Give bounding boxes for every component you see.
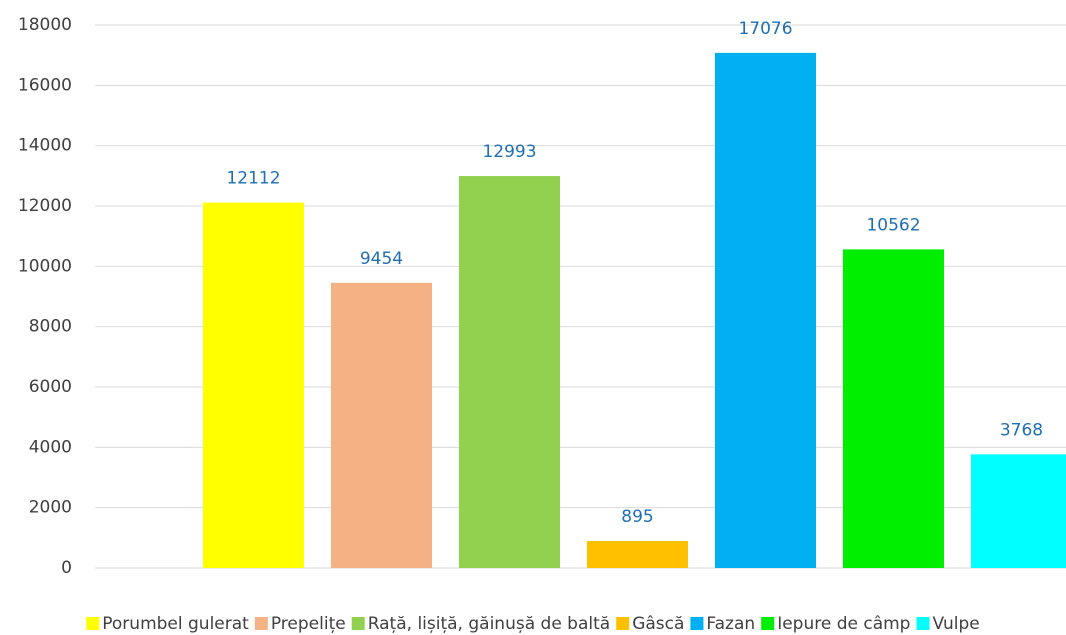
- legend-swatch: [916, 617, 930, 630]
- bar: [715, 52, 816, 568]
- y-tick-label: 16000: [18, 75, 72, 95]
- legend-label: Porumbel gulerat: [102, 614, 249, 634]
- bar: [203, 202, 304, 568]
- legend-label: Gâscă: [632, 614, 684, 634]
- legend-swatch: [690, 617, 704, 630]
- legend-label: Fazan: [706, 614, 755, 634]
- y-tick-label: 12000: [18, 196, 72, 216]
- bar: [331, 282, 432, 568]
- y-tick-label: 4000: [29, 437, 72, 457]
- y-tick-label: 18000: [18, 15, 72, 35]
- y-tick-label: 6000: [29, 377, 72, 397]
- legend-label: Vulpe: [932, 614, 979, 634]
- y-tick-label: 2000: [29, 498, 72, 518]
- data-label: 12112: [226, 169, 280, 189]
- y-tick-label: 8000: [29, 317, 72, 337]
- legend-label: Prepelițe: [271, 614, 346, 634]
- legend-swatch: [616, 617, 630, 630]
- legend-label: Iepure de câmp: [777, 614, 910, 634]
- data-label: 9454: [360, 249, 403, 269]
- bar: [971, 454, 1066, 568]
- y-tick-label: 10000: [18, 256, 72, 276]
- bar: [587, 541, 688, 568]
- legend-label: Rață, lișiță, găinușă de baltă: [368, 614, 611, 634]
- data-label: 12993: [482, 142, 536, 162]
- legend-swatch: [254, 617, 268, 630]
- data-label: 3768: [1000, 420, 1043, 440]
- bar: [459, 176, 560, 568]
- legend-swatch: [351, 617, 365, 630]
- legend-swatch: [86, 617, 100, 630]
- data-label: 895: [621, 507, 653, 527]
- data-label: 17076: [738, 19, 792, 39]
- y-tick-label: 14000: [18, 136, 72, 156]
- y-tick-label: 0: [61, 558, 72, 578]
- bar: [843, 249, 944, 568]
- data-label: 10562: [866, 215, 920, 235]
- legend-swatch: [761, 617, 775, 630]
